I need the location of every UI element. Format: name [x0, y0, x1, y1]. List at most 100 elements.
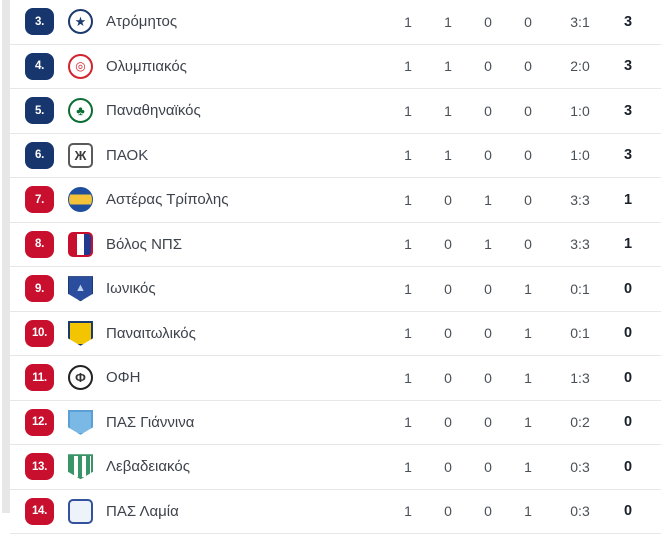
stat-points: 3 — [612, 58, 644, 74]
stat-draws: 0 — [468, 503, 508, 519]
rank-badge: 10. — [25, 320, 54, 347]
stat-goals: 1:0 — [548, 147, 612, 163]
stat-played: 1 — [388, 325, 428, 341]
stat-goals: 2:0 — [548, 58, 612, 74]
page-edge-strip — [2, 0, 10, 513]
stat-goals: 0:3 — [548, 503, 612, 519]
rank-badge: 8. — [25, 231, 54, 258]
stat-played: 1 — [388, 236, 428, 252]
stat-losses: 0 — [508, 236, 548, 252]
team-logo-panathinaikos-icon: ♣ — [68, 98, 93, 123]
stat-losses: 1 — [508, 325, 548, 341]
stat-losses: 0 — [508, 14, 548, 30]
stat-points: 0 — [612, 370, 644, 386]
stat-losses: 0 — [508, 192, 548, 208]
rank-badge: 11. — [25, 364, 54, 391]
team-logo-olympiakos-icon: ◎ — [68, 54, 93, 79]
table-row[interactable]: 5. ♣ Παναθηναϊκός 1 1 0 0 1:0 3 — [10, 89, 661, 134]
stat-goals: 3:3 — [548, 236, 612, 252]
stat-losses: 1 — [508, 414, 548, 430]
table-row[interactable]: 8. Βόλος ΝΠΣ 1 0 1 0 3:3 1 — [10, 223, 661, 268]
stat-goals: 1:3 — [548, 370, 612, 386]
rank-badge: 3. — [25, 8, 54, 35]
table-row[interactable]: 12. ΠΑΣ Γιάννινα 1 0 0 1 0:2 0 — [10, 401, 661, 446]
stat-losses: 1 — [508, 281, 548, 297]
rank-badge: 7. — [25, 186, 54, 213]
stat-points: 1 — [612, 236, 644, 252]
team-name[interactable]: Παναιτωλικός — [106, 325, 388, 342]
stat-wins: 0 — [428, 281, 468, 297]
rank-badge: 5. — [25, 97, 54, 124]
table-row[interactable]: 7. Αστέρας Τρίπολης 1 0 1 0 3:3 1 — [10, 178, 661, 223]
stat-wins: 1 — [428, 103, 468, 119]
team-logo-levadiakos-icon — [68, 454, 93, 479]
team-logo-ofi-icon: Φ — [68, 365, 93, 390]
rank-badge: 6. — [25, 142, 54, 169]
stat-points: 0 — [612, 459, 644, 475]
team-logo-pas-giannina-icon — [68, 410, 93, 435]
stat-goals: 0:1 — [548, 325, 612, 341]
stat-goals: 3:1 — [548, 14, 612, 30]
table-row[interactable]: 13. Λεβαδειακός 1 0 0 1 0:3 0 — [10, 445, 661, 490]
stat-goals: 0:1 — [548, 281, 612, 297]
team-name[interactable]: Αστέρας Τρίπολης — [106, 191, 388, 208]
team-name[interactable]: ΠΑΣ Λαμία — [106, 503, 388, 520]
stat-wins: 0 — [428, 503, 468, 519]
standings-table: 3. ★ Ατρόμητος 1 1 0 0 3:1 3 4. ◎ Ολυμπι… — [10, 0, 661, 534]
stat-points: 0 — [612, 281, 644, 297]
stat-goals: 0:2 — [548, 414, 612, 430]
stat-wins: 1 — [428, 147, 468, 163]
stat-played: 1 — [388, 58, 428, 74]
team-logo-paok-icon: Ж — [68, 143, 93, 168]
stat-wins: 0 — [428, 192, 468, 208]
table-row[interactable]: 10. Παναιτωλικός 1 0 0 1 0:1 0 — [10, 312, 661, 357]
stat-goals: 3:3 — [548, 192, 612, 208]
stat-played: 1 — [388, 281, 428, 297]
stat-draws: 0 — [468, 58, 508, 74]
team-name[interactable]: Ατρόμητος — [106, 13, 388, 30]
table-row[interactable]: 3. ★ Ατρόμητος 1 1 0 0 3:1 3 — [10, 0, 661, 45]
stat-played: 1 — [388, 414, 428, 430]
stat-points: 1 — [612, 192, 644, 208]
stat-points: 0 — [612, 414, 644, 430]
stat-losses: 0 — [508, 58, 548, 74]
stat-draws: 0 — [468, 414, 508, 430]
stat-points: 0 — [612, 503, 644, 519]
team-name[interactable]: Βόλος ΝΠΣ — [106, 236, 388, 253]
team-name[interactable]: Λεβαδειακός — [106, 458, 388, 475]
stat-points: 3 — [612, 103, 644, 119]
stat-played: 1 — [388, 459, 428, 475]
team-logo-pas-lamia-icon — [68, 499, 93, 524]
stat-played: 1 — [388, 503, 428, 519]
table-row[interactable]: 6. Ж ΠΑΟΚ 1 1 0 0 1:0 3 — [10, 134, 661, 179]
stat-draws: 1 — [468, 236, 508, 252]
table-row[interactable]: 9. ▲ Ιωνικός 1 0 0 1 0:1 0 — [10, 267, 661, 312]
table-row[interactable]: 14. ΠΑΣ Λαμία 1 0 0 1 0:3 0 — [10, 490, 661, 534]
table-row[interactable]: 11. Φ ΟΦΗ 1 0 0 1 1:3 0 — [10, 356, 661, 401]
team-name[interactable]: Ολυμπιακός — [106, 58, 388, 75]
team-name[interactable]: ΠΑΟΚ — [106, 147, 388, 164]
stat-played: 1 — [388, 370, 428, 386]
stat-played: 1 — [388, 103, 428, 119]
stat-wins: 0 — [428, 325, 468, 341]
team-logo-atromitos-icon: ★ — [68, 9, 93, 34]
team-name[interactable]: Παναθηναϊκός — [106, 102, 388, 119]
rank-badge: 12. — [25, 409, 54, 436]
team-name[interactable]: ΟΦΗ — [106, 369, 388, 386]
stat-wins: 0 — [428, 414, 468, 430]
stat-draws: 0 — [468, 325, 508, 341]
team-logo-ionikos-icon: ▲ — [68, 276, 93, 301]
stat-played: 1 — [388, 192, 428, 208]
stat-wins: 1 — [428, 14, 468, 30]
stat-points: 3 — [612, 14, 644, 30]
stat-goals: 1:0 — [548, 103, 612, 119]
team-name[interactable]: ΠΑΣ Γιάννινα — [106, 414, 388, 431]
rank-badge: 13. — [25, 453, 54, 480]
table-row[interactable]: 4. ◎ Ολυμπιακός 1 1 0 0 2:0 3 — [10, 45, 661, 90]
stat-draws: 0 — [468, 281, 508, 297]
stat-draws: 0 — [468, 14, 508, 30]
team-logo-asteras-tripolis-icon — [68, 187, 93, 212]
stat-draws: 0 — [468, 147, 508, 163]
rank-badge: 9. — [25, 275, 54, 302]
team-name[interactable]: Ιωνικός — [106, 280, 388, 297]
